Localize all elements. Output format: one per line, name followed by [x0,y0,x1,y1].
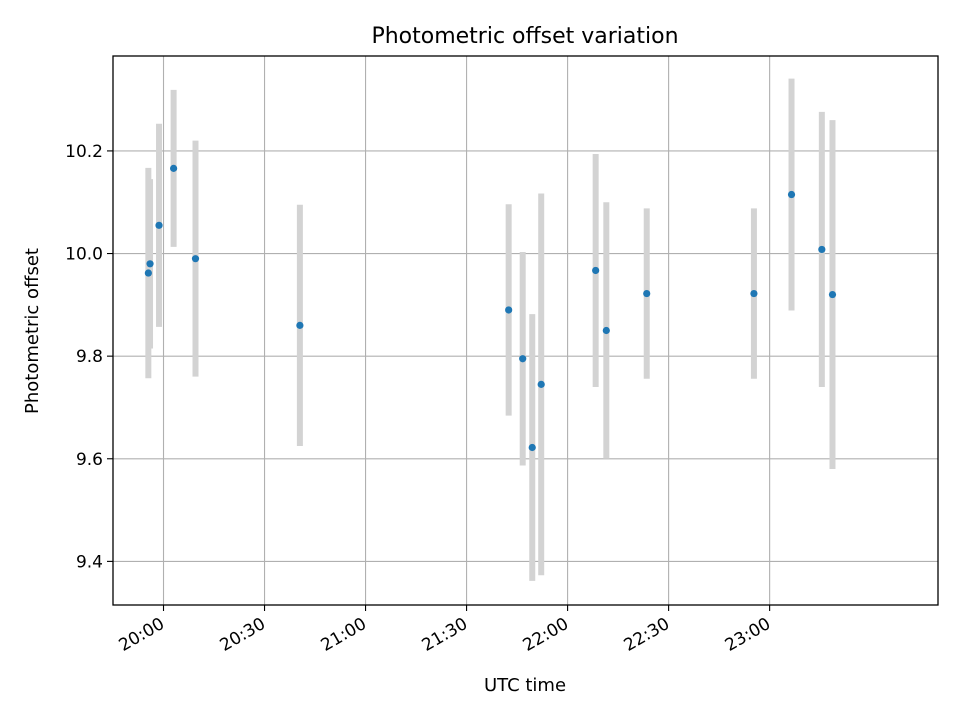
data-point [146,260,154,268]
y-tick-label: 10.0 [65,245,103,265]
data-point [643,289,651,298]
data-points [144,164,837,452]
data-point [144,269,152,277]
chart-title: Photometric offset variation [371,24,678,49]
data-point [592,266,600,275]
x-axis-label: UTC time [484,675,566,696]
data-point [191,255,200,263]
data-point [170,164,178,172]
data-point [787,190,796,199]
data-point [519,355,527,363]
data-point [602,326,610,335]
data-point [818,245,826,254]
y-tick-label: 9.8 [76,347,103,367]
y-axis-ticks: 9.4 9.6 9.8 10.0 10.2 [65,142,113,572]
data-point [828,290,837,299]
y-axis-label: Photometric offset [22,248,43,414]
data-point [505,306,513,314]
y-tick-label: 9.6 [76,450,103,470]
y-tick-label: 10.2 [65,142,103,162]
y-tick-label: 9.4 [76,552,103,572]
data-point [296,321,304,329]
data-point [750,289,758,298]
data-point [155,221,163,229]
data-point [528,443,536,452]
plot-frame [112,55,939,606]
data-point [537,380,545,388]
